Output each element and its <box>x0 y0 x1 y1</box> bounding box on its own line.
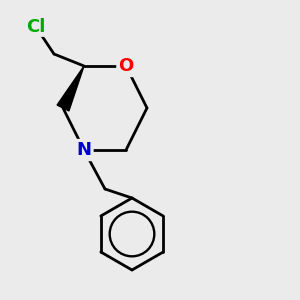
Text: O: O <box>118 57 134 75</box>
Text: N: N <box>76 141 92 159</box>
Text: Cl: Cl <box>26 18 46 36</box>
Polygon shape <box>57 66 84 111</box>
